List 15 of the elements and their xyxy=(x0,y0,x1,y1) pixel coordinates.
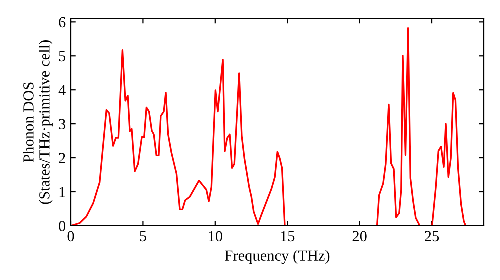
x-axis-title: Frequency (THz) xyxy=(225,250,330,264)
y-tick-label: 2 xyxy=(59,153,66,164)
x-tick-label: 0 xyxy=(68,231,74,242)
x-tick-label: 5 xyxy=(140,231,146,242)
x-tick-label: 25 xyxy=(425,231,440,242)
y-tick-label: 4 xyxy=(58,85,66,96)
x-tick-label: 10 xyxy=(209,231,222,242)
y-tick-label: 3 xyxy=(59,119,66,130)
x-tick-label: 20 xyxy=(352,231,367,242)
y-tick-label: 1 xyxy=(60,187,66,198)
y-axis-title: Phonon DOS (States/THz·primitive cell) xyxy=(23,40,53,204)
y-tick-label: 0 xyxy=(59,221,66,232)
y-tick-label: 5 xyxy=(59,51,66,62)
x-tick-label: 15 xyxy=(281,231,295,242)
y-tick-label: 6 xyxy=(59,17,66,28)
